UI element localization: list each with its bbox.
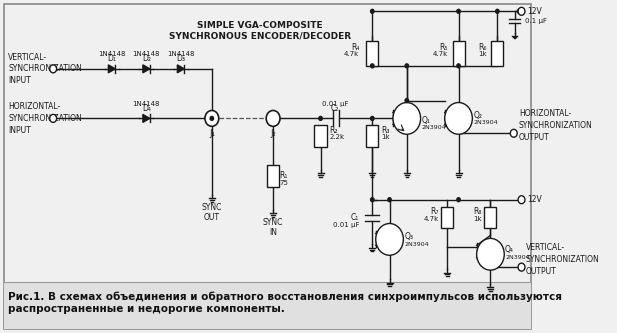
Circle shape xyxy=(205,111,219,126)
Text: C₂: C₂ xyxy=(331,104,339,113)
Text: Q₄: Q₄ xyxy=(505,245,514,254)
Text: 4.7k: 4.7k xyxy=(433,51,448,57)
Text: D₂: D₂ xyxy=(142,54,151,63)
Text: 2N3904: 2N3904 xyxy=(404,242,429,247)
Text: 2N3904: 2N3904 xyxy=(505,255,530,260)
Text: Q₃: Q₃ xyxy=(404,232,413,241)
Circle shape xyxy=(371,9,374,13)
Polygon shape xyxy=(143,115,150,122)
Circle shape xyxy=(388,198,391,202)
Text: R₂: R₂ xyxy=(329,126,337,135)
Circle shape xyxy=(266,111,280,126)
Circle shape xyxy=(477,238,504,270)
Text: 0.1 μF: 0.1 μF xyxy=(525,18,547,24)
Circle shape xyxy=(495,9,499,13)
Circle shape xyxy=(405,99,408,103)
Text: HORIZONTAL-
SYNCHRONIZATION
INPUT: HORIZONTAL- SYNCHRONIZATION INPUT xyxy=(8,102,82,135)
Polygon shape xyxy=(177,65,184,73)
Text: 12V: 12V xyxy=(528,7,542,16)
Text: 0.01 μF: 0.01 μF xyxy=(333,221,359,227)
Circle shape xyxy=(457,9,460,13)
Bar xyxy=(441,207,453,228)
Text: VERTICAL-
SYNCHRONIZATION
OUTPUT: VERTICAL- SYNCHRONIZATION OUTPUT xyxy=(526,243,600,275)
Text: 2.2k: 2.2k xyxy=(329,134,344,140)
Text: R₈: R₈ xyxy=(473,207,482,216)
Text: 12V: 12V xyxy=(528,195,542,204)
Bar xyxy=(491,41,503,66)
Circle shape xyxy=(376,223,404,255)
FancyBboxPatch shape xyxy=(4,4,531,329)
Circle shape xyxy=(518,196,525,204)
Circle shape xyxy=(371,198,374,202)
Text: SYNC
OUT: SYNC OUT xyxy=(202,203,222,222)
Text: 1N4148: 1N4148 xyxy=(133,101,160,107)
Text: Q₁: Q₁ xyxy=(421,116,430,125)
Bar xyxy=(366,41,378,66)
Text: R₄: R₄ xyxy=(351,43,359,52)
Text: распространенные и недорогие компоненты.: распространенные и недорогие компоненты. xyxy=(8,304,285,314)
Text: 1N4148: 1N4148 xyxy=(167,51,194,57)
Text: 4.7k: 4.7k xyxy=(344,51,359,57)
Bar xyxy=(315,125,326,147)
Text: R₆: R₆ xyxy=(479,43,487,52)
Text: Рис.1. В схемах объединения и обратного восстановления синхроимпульсов использую: Рис.1. В схемах объединения и обратного … xyxy=(8,292,562,302)
Text: D₄: D₄ xyxy=(142,104,151,113)
Circle shape xyxy=(371,117,374,121)
Text: 0.01 μF: 0.01 μF xyxy=(322,101,349,107)
Text: VERTICAL-
SYNCHRONIZATION
INPUT: VERTICAL- SYNCHRONIZATION INPUT xyxy=(8,53,82,85)
Bar xyxy=(366,125,378,147)
Text: R₃: R₃ xyxy=(381,126,389,135)
Text: HORIZONTAL-
SYNCHRONIZATION
OUTPUT: HORIZONTAL- SYNCHRONIZATION OUTPUT xyxy=(519,109,593,142)
Bar xyxy=(484,207,497,228)
Circle shape xyxy=(518,263,525,271)
Text: R₁: R₁ xyxy=(279,171,288,180)
Text: 75: 75 xyxy=(279,180,288,186)
Bar xyxy=(267,165,279,187)
Circle shape xyxy=(319,117,322,121)
Text: SIMPLE VGA-COMPOSITE
SYNCHRONOUS ENCODER/DECODER: SIMPLE VGA-COMPOSITE SYNCHRONOUS ENCODER… xyxy=(169,21,351,41)
Circle shape xyxy=(50,115,57,122)
Text: 1k: 1k xyxy=(381,134,389,140)
Circle shape xyxy=(517,9,521,13)
Text: 1N4148: 1N4148 xyxy=(98,51,125,57)
Text: 4.7k: 4.7k xyxy=(423,215,439,221)
Circle shape xyxy=(518,7,525,15)
Circle shape xyxy=(50,65,57,73)
Circle shape xyxy=(371,64,374,68)
Text: 2N3904: 2N3904 xyxy=(473,120,498,125)
Polygon shape xyxy=(109,65,115,73)
Circle shape xyxy=(210,117,213,121)
Text: D₁: D₁ xyxy=(107,54,116,63)
Circle shape xyxy=(393,103,421,134)
Bar xyxy=(4,282,531,329)
Text: 2N3904: 2N3904 xyxy=(421,125,446,130)
Text: J₁: J₁ xyxy=(209,129,215,138)
Text: R₅: R₅ xyxy=(440,43,448,52)
Circle shape xyxy=(457,198,460,202)
Circle shape xyxy=(405,64,408,68)
Text: Q₂: Q₂ xyxy=(473,111,482,120)
Text: R₇: R₇ xyxy=(430,207,439,216)
Text: 1k: 1k xyxy=(473,215,482,221)
Text: C₁: C₁ xyxy=(351,213,359,222)
Text: D₃: D₃ xyxy=(176,54,185,63)
Text: J₂: J₂ xyxy=(270,129,276,138)
Circle shape xyxy=(510,129,517,137)
Circle shape xyxy=(445,103,473,134)
Polygon shape xyxy=(143,65,150,73)
Text: 1k: 1k xyxy=(478,51,487,57)
Circle shape xyxy=(457,64,460,68)
Text: 1N4148: 1N4148 xyxy=(133,51,160,57)
Bar xyxy=(452,41,465,66)
Text: SYNC
IN: SYNC IN xyxy=(263,218,283,237)
